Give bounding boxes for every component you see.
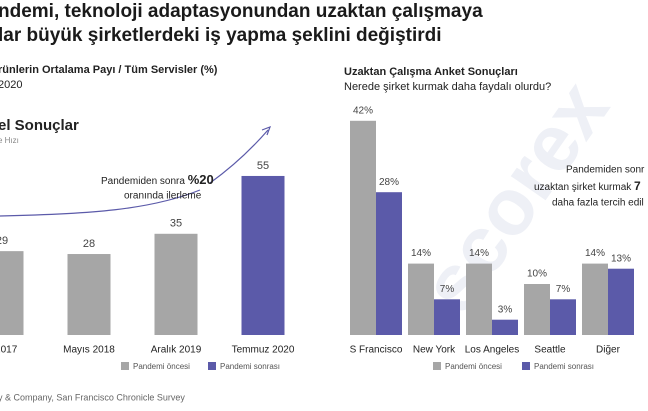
data-label: 3% bbox=[498, 304, 513, 315]
bar bbox=[582, 263, 608, 335]
data-label: 7% bbox=[556, 284, 571, 295]
annotation: Pandemiden sonra %20 bbox=[101, 172, 214, 187]
source: y & Company, San Francisco Chronicle Sur… bbox=[0, 392, 185, 402]
x-tick-label: New York bbox=[413, 345, 456, 356]
data-label: 29 bbox=[0, 235, 8, 247]
bar bbox=[524, 284, 550, 335]
data-label: 13% bbox=[611, 253, 631, 264]
title-line: ndemi, teknoloji adaptasyonundan uzaktan… bbox=[0, 1, 483, 22]
annotation: oranında ilerleme bbox=[124, 191, 202, 202]
arrow-head bbox=[261, 125, 272, 136]
bar bbox=[241, 175, 285, 335]
legend-label: Pandemi öncesi bbox=[445, 362, 502, 371]
title-line: lar büyük şirketlerdeki iş yapma şeklini… bbox=[0, 25, 442, 46]
legend-label: Pandemi sonrası bbox=[220, 362, 280, 371]
bar bbox=[434, 299, 460, 335]
data-label: 10% bbox=[527, 269, 547, 280]
x-tick-label: n 2017 bbox=[0, 345, 18, 356]
x-tick-label: Diğer bbox=[596, 345, 621, 356]
annotation: daha fazla tercih edil bbox=[552, 198, 644, 209]
x-tick-label: S Francisco bbox=[350, 345, 403, 356]
data-label: 28 bbox=[83, 238, 95, 250]
x-tick-label: Aralık 2019 bbox=[151, 345, 202, 356]
bar bbox=[408, 263, 434, 335]
chart-title: Uzaktan Çalışma Anket Sonuçları bbox=[344, 66, 518, 78]
data-label: 7% bbox=[440, 284, 455, 295]
x-tick-label: Mayıs 2018 bbox=[63, 345, 115, 356]
annotation: uzaktan şirket kurmak 7 bbox=[534, 179, 641, 193]
bar bbox=[466, 263, 492, 335]
bar bbox=[350, 120, 376, 335]
data-label: 35 bbox=[170, 218, 182, 230]
legend-swatch bbox=[208, 362, 216, 370]
bar bbox=[608, 268, 634, 335]
section-subtitle: e Hızı bbox=[0, 136, 19, 145]
chart-subtitle: Nerede şirket kurmak daha faydalı olurdu… bbox=[344, 81, 551, 93]
data-label: 14% bbox=[411, 248, 431, 259]
bar bbox=[154, 233, 198, 335]
legend-swatch bbox=[433, 362, 441, 370]
chart-subtitle: 2020 bbox=[0, 79, 22, 91]
legend-swatch bbox=[522, 362, 530, 370]
data-label: 14% bbox=[469, 248, 489, 259]
bar bbox=[492, 319, 518, 335]
data-label: 55 bbox=[257, 160, 269, 172]
legend-label: Pandemi öncesi bbox=[133, 362, 190, 371]
bar bbox=[0, 251, 24, 335]
x-tick-label: Seattle bbox=[534, 345, 566, 356]
data-label: 42% bbox=[353, 105, 373, 116]
x-tick-label: Temmuz 2020 bbox=[232, 345, 295, 356]
chart-title: rünlerin Ortalama Payı / Tüm Servisler (… bbox=[0, 64, 218, 76]
legend-swatch bbox=[121, 362, 129, 370]
legend-label: Pandemi sonrası bbox=[534, 362, 594, 371]
trend-arrow bbox=[0, 129, 269, 217]
data-label: 14% bbox=[585, 248, 605, 259]
bar bbox=[376, 192, 402, 335]
bar bbox=[550, 299, 576, 335]
annotation: Pandemiden sonr bbox=[566, 165, 645, 176]
x-tick-label: Los Angeles bbox=[465, 345, 520, 356]
bar bbox=[67, 254, 111, 335]
data-label: 28% bbox=[379, 177, 399, 188]
section-title: el Sonuçlar bbox=[0, 117, 79, 134]
